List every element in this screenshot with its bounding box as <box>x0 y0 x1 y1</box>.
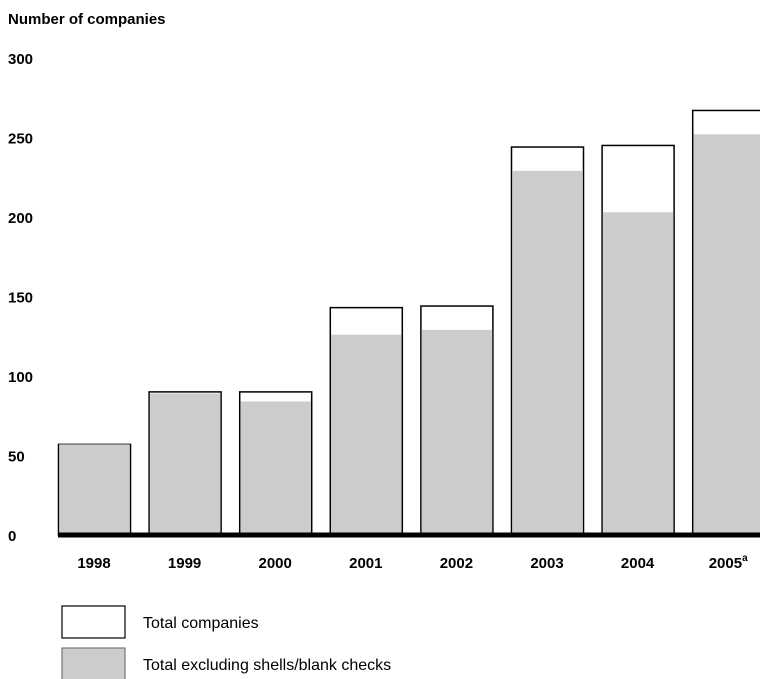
bar-excluding-2003 <box>512 170 583 535</box>
legend-swatch-excluding <box>61 647 126 679</box>
x-tick-label-2005: 2005a <box>709 553 748 572</box>
bar-excluding-2004 <box>602 212 674 536</box>
y-tick-label-300: 300 <box>8 51 33 68</box>
bar-excluding-1999 <box>149 393 221 535</box>
y-tick-label-150: 150 <box>8 290 33 307</box>
x-tick-labels: 1998 1999 2000 2001 2002 2003 2004 2005a <box>77 553 748 572</box>
x-tick-label-1998: 1998 <box>77 555 110 572</box>
x-tick-superscript: a <box>742 553 748 564</box>
y-tick-label-100: 100 <box>8 369 33 386</box>
y-tick-labels: 0 50 100 150 200 250 300 <box>8 51 33 545</box>
y-axis-label: Number of companies <box>8 11 166 28</box>
y-tick-label-0: 0 <box>8 528 16 545</box>
legend: Total companies Total excluding shells/bl… <box>61 605 391 679</box>
bar-excluding-2005 <box>693 134 760 535</box>
legend-label-total: Total companies <box>143 615 259 632</box>
x-tick-label-2002: 2002 <box>440 555 473 572</box>
legend-label-excluding: Total excluding shells/blank checks <box>143 657 391 674</box>
x-tick-label-1999: 1999 <box>168 555 201 572</box>
bar-excluding-2002 <box>421 329 493 535</box>
y-tick-label-250: 250 <box>8 131 33 148</box>
bar-excluding-2000 <box>240 401 311 535</box>
bar-excluding-1998 <box>59 444 130 535</box>
legend-swatch-total <box>61 605 126 639</box>
bars <box>57 109 760 536</box>
x-tick-label-2003: 2003 <box>530 555 563 572</box>
x-tick-label-2004: 2004 <box>621 555 655 572</box>
x-tick-label-2000: 2000 <box>259 555 292 572</box>
y-tick-label-50: 50 <box>8 449 25 466</box>
bar-excluding-2001 <box>331 334 402 535</box>
y-tick-label-200: 200 <box>8 210 33 227</box>
x-tick-label-2001: 2001 <box>349 555 382 572</box>
